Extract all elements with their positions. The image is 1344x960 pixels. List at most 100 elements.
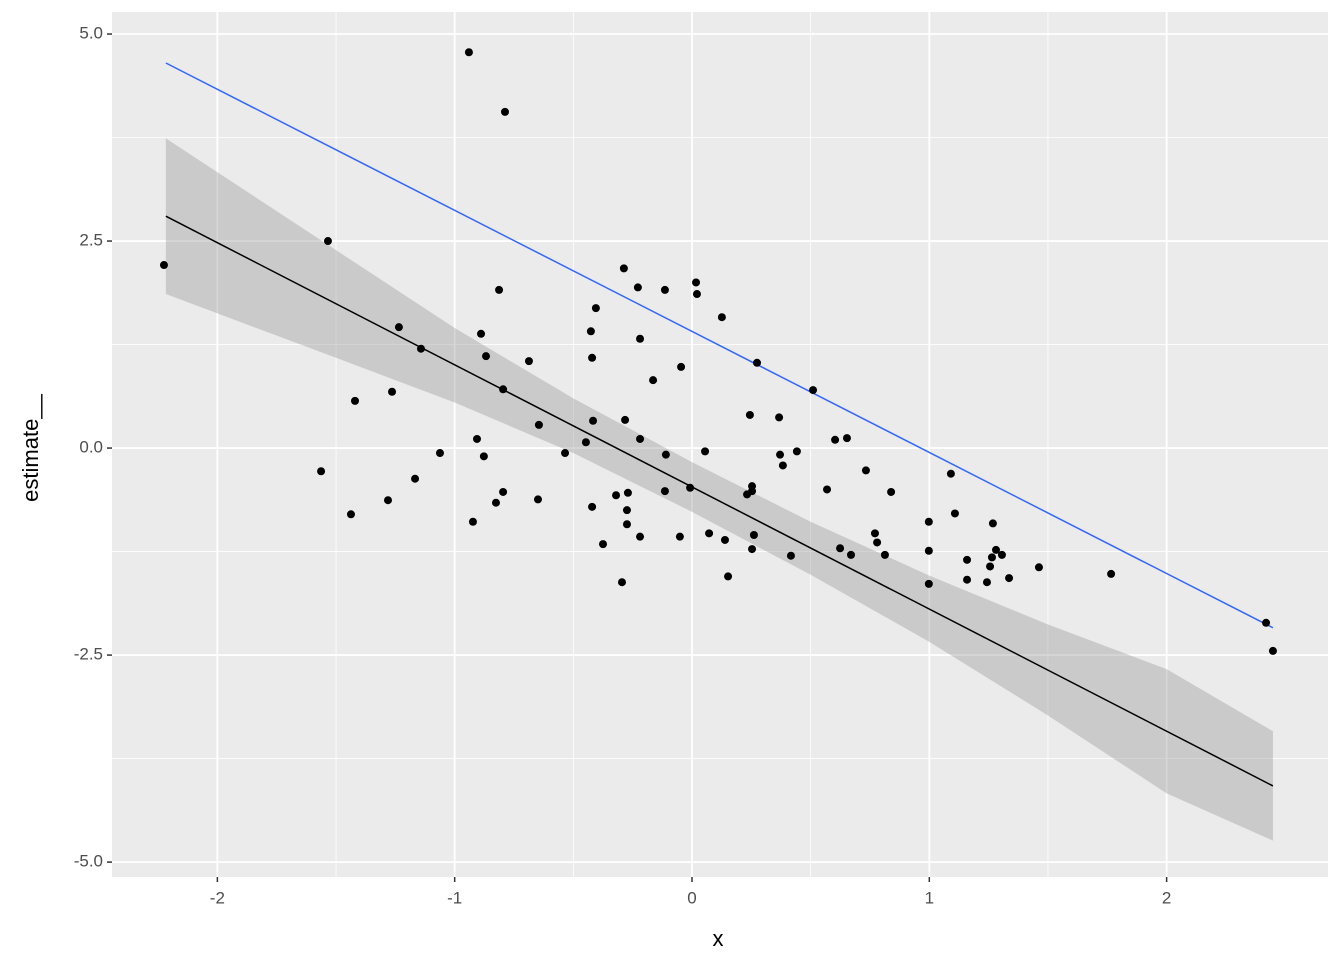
point xyxy=(986,562,995,571)
point xyxy=(649,376,658,385)
point xyxy=(622,520,631,529)
point xyxy=(1107,569,1116,578)
point xyxy=(1034,563,1043,572)
point xyxy=(775,413,784,422)
point xyxy=(675,532,684,541)
point xyxy=(950,509,959,518)
point xyxy=(524,357,533,366)
y-tick-label: -5.0 xyxy=(74,852,103,871)
point xyxy=(533,495,542,504)
point xyxy=(636,334,645,343)
point xyxy=(317,467,326,476)
point xyxy=(1005,574,1014,583)
point xyxy=(411,474,420,483)
point xyxy=(581,438,590,447)
point xyxy=(633,283,642,292)
y-tick-label: 5.0 xyxy=(79,24,103,43)
point xyxy=(159,261,168,270)
point xyxy=(599,540,608,549)
point xyxy=(591,304,600,313)
point xyxy=(636,434,645,443)
point xyxy=(946,469,955,478)
point xyxy=(809,386,818,395)
panel xyxy=(112,12,1328,877)
point xyxy=(997,550,1006,559)
point xyxy=(677,362,686,371)
point xyxy=(1262,618,1271,627)
point xyxy=(499,487,508,496)
fit-line xyxy=(165,62,1274,629)
x-tick-label: -2 xyxy=(210,888,225,907)
point xyxy=(495,285,504,294)
point xyxy=(660,487,669,496)
x-tick-label: 2 xyxy=(1162,888,1171,907)
x-axis-title: x xyxy=(713,926,724,951)
point xyxy=(660,285,669,294)
point xyxy=(705,529,714,538)
point xyxy=(987,553,996,562)
point xyxy=(982,578,991,587)
point xyxy=(792,447,801,456)
point xyxy=(924,546,933,555)
point xyxy=(621,415,630,424)
point xyxy=(748,482,757,491)
point xyxy=(477,329,486,338)
point xyxy=(786,551,795,560)
point xyxy=(988,519,997,528)
point xyxy=(692,290,701,299)
point xyxy=(753,358,762,367)
point xyxy=(991,545,1000,554)
point xyxy=(586,327,595,336)
point xyxy=(351,396,360,405)
point xyxy=(823,485,832,494)
point xyxy=(479,452,488,461)
point xyxy=(724,572,733,581)
point xyxy=(588,353,597,362)
point xyxy=(589,416,598,425)
fit-line xyxy=(165,215,1274,787)
point xyxy=(963,575,972,584)
point xyxy=(778,461,787,470)
point xyxy=(388,387,397,396)
point xyxy=(534,420,543,429)
point xyxy=(887,487,896,496)
point xyxy=(619,264,628,273)
point xyxy=(323,237,332,246)
point xyxy=(622,506,631,515)
point xyxy=(861,466,870,475)
point xyxy=(623,488,632,497)
point xyxy=(748,545,757,554)
point xyxy=(435,449,444,458)
point xyxy=(416,344,425,353)
point xyxy=(472,434,481,443)
confidence-band xyxy=(165,138,1273,841)
y-tick-label: 0.0 xyxy=(79,438,103,457)
point xyxy=(692,278,701,287)
point xyxy=(612,491,621,500)
point xyxy=(500,107,509,116)
point xyxy=(846,550,855,559)
point xyxy=(776,450,785,459)
point xyxy=(588,502,597,511)
point xyxy=(394,323,403,332)
point xyxy=(701,447,710,456)
point xyxy=(617,578,626,587)
point xyxy=(924,579,933,588)
point xyxy=(831,435,840,444)
point xyxy=(1268,646,1277,655)
y-axis-title: estimate__ xyxy=(18,393,43,501)
point xyxy=(468,517,477,526)
point xyxy=(842,434,851,443)
point xyxy=(499,385,508,394)
point xyxy=(873,538,882,547)
y-tick-label: 2.5 xyxy=(79,231,103,250)
point xyxy=(880,550,889,559)
x-tick-label: -1 xyxy=(447,888,462,907)
point xyxy=(870,529,879,538)
point xyxy=(717,313,726,322)
point xyxy=(720,535,729,544)
point xyxy=(482,352,491,361)
point xyxy=(561,449,570,458)
point xyxy=(924,517,933,526)
